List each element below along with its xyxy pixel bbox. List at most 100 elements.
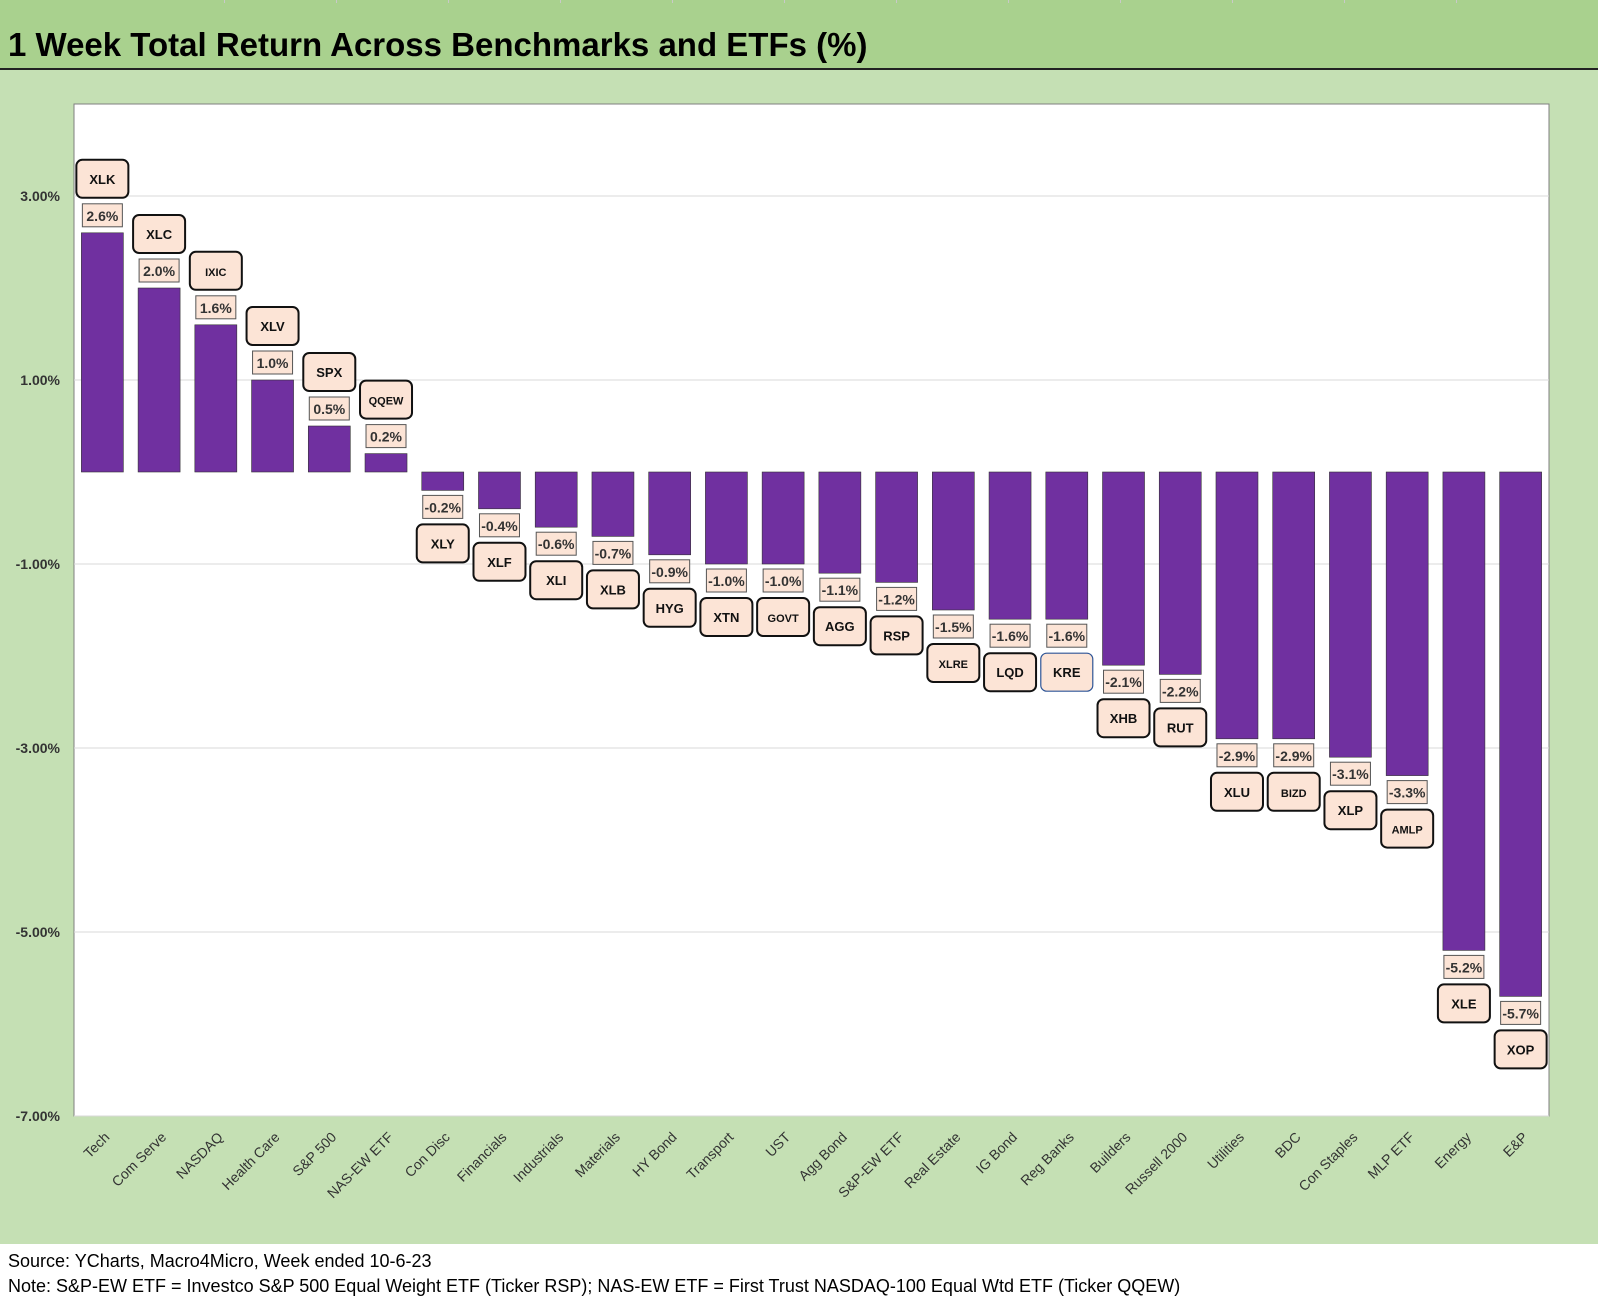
title-bar: 1 Week Total Return Across Benchmarks an…	[0, 0, 1598, 70]
category-label: NASDAQ	[173, 1129, 226, 1182]
category-label: Utilities	[1204, 1129, 1247, 1172]
bar-spx	[307, 425, 351, 473]
ticker-box	[756, 597, 811, 637]
value-label-box	[195, 295, 237, 320]
value-label: -1.6%	[992, 628, 1029, 644]
ticker-box	[245, 306, 300, 346]
bar-kre	[1045, 471, 1089, 620]
value-label-box	[1273, 743, 1315, 768]
value-label-box	[1103, 669, 1145, 694]
value-label-box	[932, 614, 974, 639]
bar-xlb	[591, 471, 635, 537]
chart-title: 1 Week Total Return Across Benchmarks an…	[8, 26, 868, 63]
category-label: Builders	[1087, 1129, 1134, 1176]
value-label-box	[81, 203, 123, 228]
ticker-label: XTN	[713, 610, 739, 625]
ticker-box	[1323, 790, 1378, 831]
category-label: Financials	[454, 1129, 510, 1185]
value-label: -0.7%	[595, 545, 632, 561]
ticker-box	[1266, 771, 1321, 812]
value-label: -0.2%	[424, 499, 461, 515]
bar-xlv	[251, 379, 294, 473]
ticker-box	[472, 541, 527, 582]
ticker-box	[1436, 983, 1491, 1024]
category-label: MLP ETF	[1364, 1129, 1417, 1182]
ticker-label: RSP	[883, 628, 910, 643]
value-label-box	[989, 623, 1031, 648]
bar-xlu	[1215, 471, 1259, 740]
value-label-box	[762, 568, 804, 593]
value-label-box	[876, 586, 918, 611]
value-label: 1.6%	[200, 300, 232, 316]
value-label-box	[535, 531, 577, 556]
value-label: -1.1%	[822, 582, 859, 598]
value-label-box	[138, 258, 180, 283]
ticker-label: RUT	[1167, 720, 1194, 735]
bar-xli	[534, 471, 578, 528]
category-label: BDC	[1272, 1129, 1304, 1161]
ticker-label: XLE	[1451, 996, 1477, 1011]
category-label: S&P 500	[289, 1129, 339, 1179]
value-label: -2.2%	[1162, 683, 1199, 699]
ticker-box	[359, 379, 414, 420]
y-tick-label: -3.00%	[16, 740, 61, 756]
ticker-label: XLK	[89, 172, 116, 187]
ticker-box	[699, 597, 754, 637]
value-label-box	[819, 577, 861, 602]
value-label: 2.6%	[86, 208, 118, 224]
value-label-box	[1500, 1000, 1542, 1025]
ticker-box	[1380, 808, 1435, 849]
bar-xop	[1499, 471, 1542, 997]
ticker-box	[642, 587, 697, 628]
ticker-label: XLU	[1224, 785, 1250, 800]
value-label-box	[478, 513, 520, 538]
ticker-box	[302, 352, 357, 392]
ticker-label: XLF	[487, 555, 512, 570]
value-label-box	[1216, 743, 1258, 768]
ticker-label: SPX	[316, 365, 342, 380]
ticker-box	[188, 250, 243, 291]
ticker-label: XLV	[260, 319, 285, 334]
value-label: -1.2%	[878, 591, 915, 607]
category-label: Com Serve	[108, 1129, 169, 1190]
ticker-box	[585, 569, 640, 610]
bar-xly	[421, 471, 465, 491]
bar-xtn	[705, 471, 748, 565]
category-label: Transport	[683, 1129, 736, 1182]
plot-area	[73, 103, 1550, 1117]
bar-rsp	[875, 471, 918, 583]
category-label: Con Disc	[401, 1129, 452, 1180]
value-label: 0.5%	[313, 401, 345, 417]
ticker-label: LQD	[996, 665, 1023, 680]
bar-amlp	[1385, 471, 1429, 776]
ticker-label: BIZD	[1281, 788, 1307, 800]
footer: Source: YCharts, Macro4Micro, Week ended…	[0, 1244, 1598, 1308]
value-label-box	[1329, 761, 1371, 786]
ticker-box	[415, 523, 470, 564]
ticker-label: XOP	[1507, 1042, 1535, 1057]
bar-xlc	[137, 287, 181, 473]
category-label: HY Bond	[629, 1129, 680, 1180]
category-label: Energy	[1431, 1129, 1474, 1172]
ticker-label: XLRE	[939, 659, 968, 671]
ticker-label: XHB	[1110, 711, 1137, 726]
value-label: -2.9%	[1275, 748, 1312, 764]
category-label: Materials	[572, 1129, 623, 1180]
source-note: Source: YCharts, Macro4Micro, Week ended…	[8, 1251, 432, 1271]
ticker-label: HYG	[656, 601, 684, 616]
bar-xlf	[478, 471, 521, 510]
ticker-box	[869, 615, 924, 656]
value-label: 0.2%	[370, 429, 402, 445]
value-label: -0.6%	[538, 536, 575, 552]
ticker-box	[1493, 1029, 1548, 1070]
y-tick-label: -7.00%	[16, 1108, 61, 1124]
ticker-label: QQEW	[369, 396, 404, 408]
bar-ixic	[194, 324, 238, 473]
value-label-box	[365, 424, 407, 449]
bar-bizd	[1272, 471, 1316, 740]
ticker-box	[529, 560, 584, 601]
value-label-box	[1159, 678, 1201, 703]
value-label: -5.2%	[1446, 959, 1483, 975]
category-label: Tech	[80, 1129, 112, 1161]
bar-chart: 3.00% 1.00% -1.00% -3.00% -5.00% -7.00% 2.6% XL…	[16, 103, 1550, 1201]
